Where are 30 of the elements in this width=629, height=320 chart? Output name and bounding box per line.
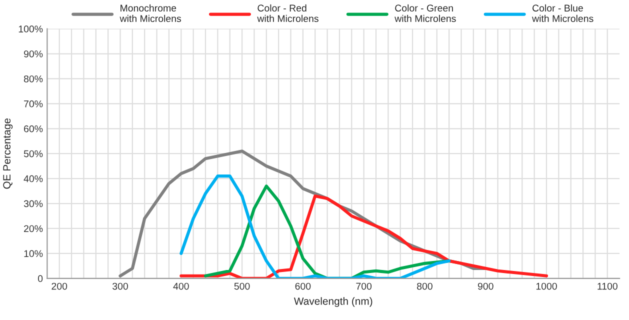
x-tick-label: 700 <box>356 282 372 290</box>
y-tick-label: 20% <box>24 225 43 232</box>
y-tick-label: 40% <box>24 175 43 182</box>
x-axis-title: Wavelength (nm) <box>294 297 372 307</box>
x-tick-label: 300 <box>112 282 128 290</box>
y-axis-title: QE Percentage <box>3 118 13 189</box>
y-tick-label: 80% <box>24 75 43 82</box>
legend-label: Color - Green with Microlens <box>394 4 456 22</box>
x-tick-label: 400 <box>173 282 189 290</box>
x-tick-label: 800 <box>417 282 432 290</box>
line-series <box>180 194 548 278</box>
y-tick-label: 90% <box>24 50 43 58</box>
y-tick-label: 60% <box>24 125 43 132</box>
legend-label: Monochrome with Microlens <box>120 4 182 22</box>
x-tick-label: 600 <box>295 282 311 290</box>
legend-label: Color - Red with Microlens <box>257 4 318 22</box>
x-tick-label: 1000 <box>536 282 557 290</box>
x-tick-label: 500 <box>234 282 250 290</box>
line-series <box>180 174 451 278</box>
y-tick-label: 0 <box>38 275 43 282</box>
x-tick-label: 900 <box>478 282 494 290</box>
x-tick-label: 1100 <box>598 282 618 290</box>
y-tick-label: 30% <box>24 200 43 208</box>
y-tick-label: 50% <box>24 150 43 158</box>
line-series <box>204 184 451 278</box>
y-tick-label: 100% <box>18 26 43 32</box>
legend-label: Color - Blue with Microlens <box>532 4 594 22</box>
x-tick-label: 200 <box>52 282 68 290</box>
y-tick-label: 70% <box>24 100 43 108</box>
y-tick-label: 10% <box>24 250 43 258</box>
